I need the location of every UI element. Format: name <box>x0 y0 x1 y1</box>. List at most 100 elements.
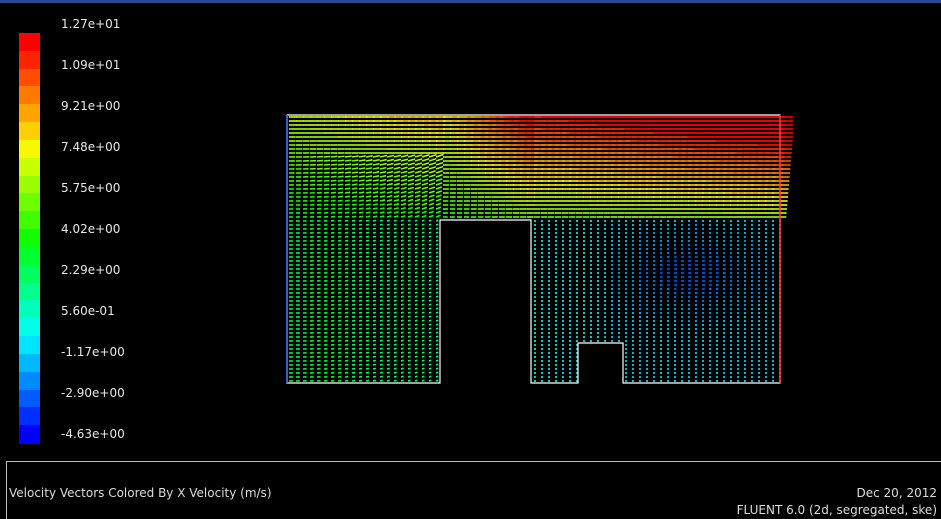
graphics-viewport[interactable]: 1.27e+01 1.09e+01 9.21e+00 7.48e+00 5.75e+00… <box>0 3 941 461</box>
velocity-vector <box>365 223 370 226</box>
velocity-vector <box>386 174 394 178</box>
velocity-vector <box>428 251 432 254</box>
velocity-vector <box>393 311 397 314</box>
velocity-vector <box>365 191 372 194</box>
velocity-vector <box>386 287 390 290</box>
velocity-vector <box>365 379 370 382</box>
velocity-vector <box>372 287 377 290</box>
velocity-vector <box>379 291 384 294</box>
velocity-vector <box>344 179 351 182</box>
velocity-vector <box>435 267 439 270</box>
velocity-vector <box>386 162 394 166</box>
velocity-vector <box>407 194 414 198</box>
velocity-vector <box>379 239 384 242</box>
velocity-vector <box>351 167 359 170</box>
velocity-vector <box>365 355 370 358</box>
velocity-vector <box>337 183 344 186</box>
velocity-vector <box>365 179 372 182</box>
velocity-vector <box>407 223 411 226</box>
velocity-vector <box>386 178 394 182</box>
velocity-vector <box>386 239 390 242</box>
velocity-vector <box>386 335 390 338</box>
velocity-vector <box>358 195 365 198</box>
velocity-vector <box>435 343 439 346</box>
velocity-vector <box>435 355 439 358</box>
velocity-vector <box>344 163 352 166</box>
velocity-vector <box>414 311 418 314</box>
velocity-vector <box>421 158 430 162</box>
velocity-vector <box>393 371 397 374</box>
velocity-vector <box>407 355 411 358</box>
velocity-vector <box>414 367 418 370</box>
velocity-vector <box>421 295 425 298</box>
velocity-vector <box>365 375 370 378</box>
velocity-vector <box>323 155 331 158</box>
velocity-vector <box>386 255 390 258</box>
velocity-vector <box>421 379 425 382</box>
velocity-vector <box>365 183 372 186</box>
velocity-vector <box>421 303 425 306</box>
velocity-vector <box>372 259 377 262</box>
velocity-vector <box>358 239 363 242</box>
velocity-vector <box>337 187 344 190</box>
velocity-vector <box>414 219 418 222</box>
velocity-vector <box>386 347 390 350</box>
velocity-vector <box>372 223 377 226</box>
velocity-vector <box>386 359 390 362</box>
velocity-vector <box>414 303 418 306</box>
velocity-vector <box>435 299 439 302</box>
velocity-vector <box>337 207 343 210</box>
velocity-vector <box>365 359 370 362</box>
velocity-vector <box>435 223 439 226</box>
velocity-vector <box>379 303 384 306</box>
velocity-vector <box>393 186 400 190</box>
velocity-vector <box>358 203 364 206</box>
velocity-vector <box>428 375 432 378</box>
colormap-swatch <box>19 139 40 159</box>
velocity-vector <box>428 371 432 374</box>
velocity-vector <box>393 331 397 334</box>
velocity-vector <box>414 243 418 246</box>
velocity-vector <box>400 279 404 282</box>
velocity-vector <box>365 215 371 218</box>
velocity-vector <box>344 175 351 178</box>
velocity-vector <box>407 243 411 246</box>
velocity-vector <box>414 223 418 226</box>
velocity-vector <box>407 319 411 322</box>
velocity-vector <box>358 243 363 246</box>
colormap-swatch <box>19 282 40 301</box>
velocity-vector <box>400 186 407 190</box>
velocity-vector <box>386 343 390 346</box>
velocity-vector <box>365 263 370 266</box>
velocity-vector <box>330 187 337 190</box>
velocity-vector <box>365 259 370 262</box>
velocity-vector <box>400 263 404 266</box>
velocity-vector <box>428 231 432 234</box>
velocity-vector <box>435 210 442 214</box>
velocity-vector <box>400 162 408 166</box>
velocity-vector <box>365 335 370 338</box>
velocity-vector <box>386 307 390 310</box>
colormap-swatch <box>19 353 40 373</box>
colormap-swatch <box>19 104 40 123</box>
velocity-vector <box>358 231 363 234</box>
velocity-vector <box>365 255 370 258</box>
velocity-vector <box>393 287 397 290</box>
velocity-vector <box>372 379 377 382</box>
velocity-vector <box>400 251 404 254</box>
velocity-vector <box>421 219 425 222</box>
velocity-vector <box>358 207 364 210</box>
velocity-vector <box>379 154 388 158</box>
velocity-vector <box>428 307 432 310</box>
velocity-vector <box>379 299 384 302</box>
velocity-vector <box>407 255 411 258</box>
velocity-vector <box>365 154 373 158</box>
velocity-vector <box>435 190 442 194</box>
velocity-vector <box>379 359 384 362</box>
velocity-vector <box>379 231 384 234</box>
velocity-vector <box>379 315 384 318</box>
velocity-vector <box>400 307 404 310</box>
velocity-vector <box>372 251 377 254</box>
velocity-vector <box>323 159 331 162</box>
colormap-swatch <box>19 389 40 408</box>
